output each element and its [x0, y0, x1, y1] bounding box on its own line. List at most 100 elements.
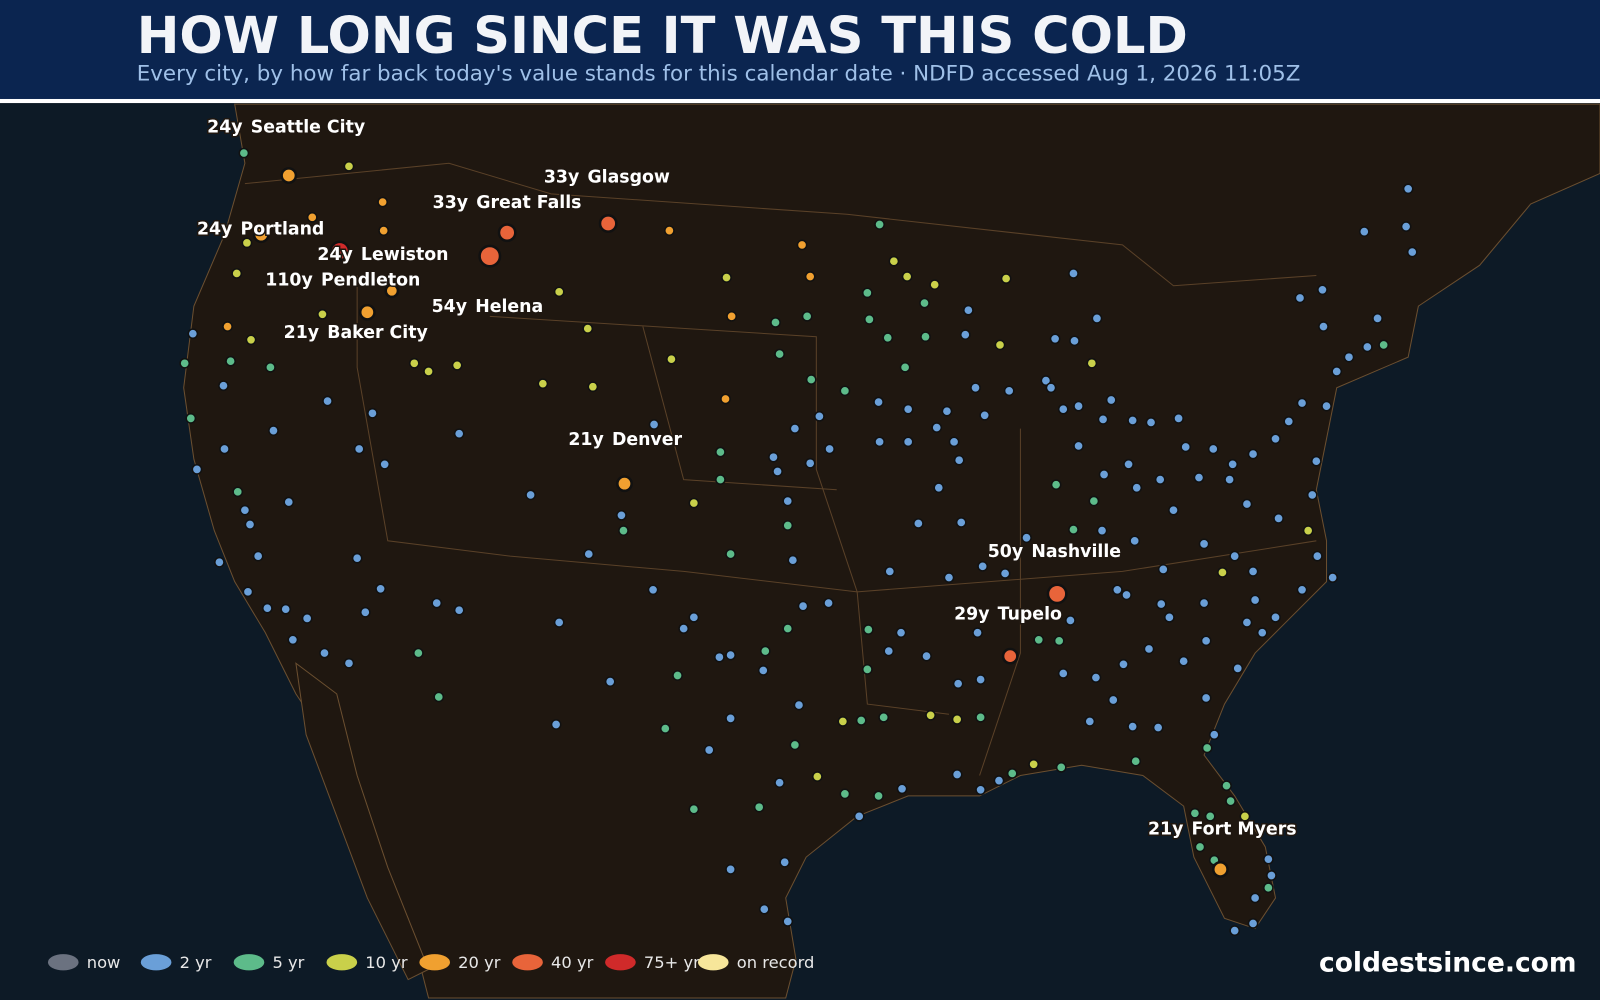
station-dot: [582, 323, 594, 334]
city-label: 54y Helena: [432, 297, 544, 317]
station-dot: [811, 771, 823, 782]
legend-label: 75+ yr: [644, 953, 700, 972]
station-dot: [943, 572, 955, 583]
station-dot: [920, 331, 931, 343]
station-dot: [343, 657, 355, 669]
land: [183, 103, 1600, 999]
station-dot: [861, 664, 873, 675]
station-dot: [895, 627, 907, 639]
title: HOW LONG SINCE IT WAS THIS COLD: [137, 7, 1188, 66]
station-dot: [242, 586, 254, 598]
station-dot: [963, 304, 974, 316]
station-dot: [921, 650, 932, 662]
station-dot: [1270, 433, 1281, 445]
city-dot: [252, 226, 270, 244]
station-dot: [1084, 716, 1096, 727]
station-dot: [1098, 469, 1110, 480]
station-dot: [975, 784, 986, 796]
station-dot: [726, 310, 737, 322]
station-dot: [1247, 918, 1259, 929]
station-dot: [1105, 394, 1117, 406]
station-dot: [244, 519, 256, 530]
station-dot: [951, 714, 963, 725]
station-dot: [853, 810, 865, 822]
station-dot: [789, 739, 801, 751]
city-label: 33y Glasgow: [544, 168, 670, 188]
station-dot: [408, 357, 420, 369]
station-dot: [1145, 417, 1157, 428]
station-dot: [977, 560, 989, 572]
station-dot: [377, 196, 389, 208]
station-dot: [353, 443, 365, 455]
station-dot: [1097, 414, 1109, 425]
station-dot: [758, 903, 770, 915]
station-dot: [187, 328, 199, 340]
city-dot: [1211, 860, 1229, 878]
station-dot: [925, 709, 936, 721]
station-dot: [1217, 567, 1228, 578]
city-years: 110y: [265, 271, 312, 291]
station-dot: [1302, 525, 1314, 536]
station-dot: [451, 359, 463, 371]
station-dot: [1224, 474, 1235, 485]
station-dot: [882, 332, 894, 344]
station-dot: [1130, 755, 1142, 767]
station-dot: [179, 357, 191, 369]
legend-swatch: [326, 954, 358, 971]
station-dot: [801, 310, 813, 322]
station-dot: [1200, 692, 1212, 704]
station-dot: [283, 496, 295, 508]
city-label: 29y Tupelo: [954, 604, 1062, 624]
station-dot: [1227, 458, 1239, 470]
city-dot: [616, 475, 633, 493]
station-dot: [1225, 795, 1236, 807]
station-dot: [804, 457, 816, 469]
station-dot: [782, 495, 794, 507]
station-dot: [1247, 448, 1259, 460]
station-dot: [1053, 635, 1065, 647]
station-dot: [1189, 807, 1201, 819]
legend-swatch: [140, 954, 172, 971]
city-years: 29y: [954, 604, 989, 624]
station-dot: [1306, 489, 1318, 501]
legend-label: on record: [737, 953, 815, 972]
station-dot: [782, 916, 794, 927]
station-dot: [1069, 335, 1080, 347]
station-dot: [725, 864, 736, 875]
legend-swatch: [512, 954, 543, 971]
station-dot: [1096, 525, 1108, 536]
city-label: 24y Portland: [197, 220, 324, 240]
station-dot: [975, 711, 986, 723]
city-years: 21y: [568, 430, 603, 450]
station-dot: [343, 160, 355, 172]
station-dot: [1241, 498, 1253, 510]
station-dot: [1229, 925, 1241, 936]
station-dot: [970, 382, 981, 394]
station-dot: [550, 719, 562, 730]
station-dot: [1372, 313, 1383, 324]
city-name: Tupelo: [998, 604, 1062, 624]
station-dot: [1200, 635, 1212, 647]
station-dot: [797, 600, 809, 612]
station-dot: [616, 509, 627, 521]
station-dot: [805, 374, 817, 385]
station-dot: [1221, 780, 1232, 792]
station-dot: [453, 604, 465, 616]
station-dot: [975, 674, 986, 685]
city-label: 33y Great Falls: [433, 193, 582, 213]
station-dot: [839, 385, 851, 397]
station-dot: [287, 634, 299, 646]
station-dot: [1318, 321, 1329, 332]
station-dot: [919, 297, 930, 309]
station-dot: [1006, 768, 1018, 779]
station-dot: [1204, 810, 1216, 822]
station-dot: [1028, 758, 1040, 770]
station-dot: [185, 413, 197, 424]
station-dot: [1033, 634, 1045, 646]
station-dot: [413, 647, 424, 659]
station-dot: [1127, 415, 1139, 426]
station-dot: [883, 645, 895, 657]
legend-swatch: [419, 954, 450, 971]
station-dot: [367, 407, 378, 419]
station-dot: [1131, 482, 1143, 494]
